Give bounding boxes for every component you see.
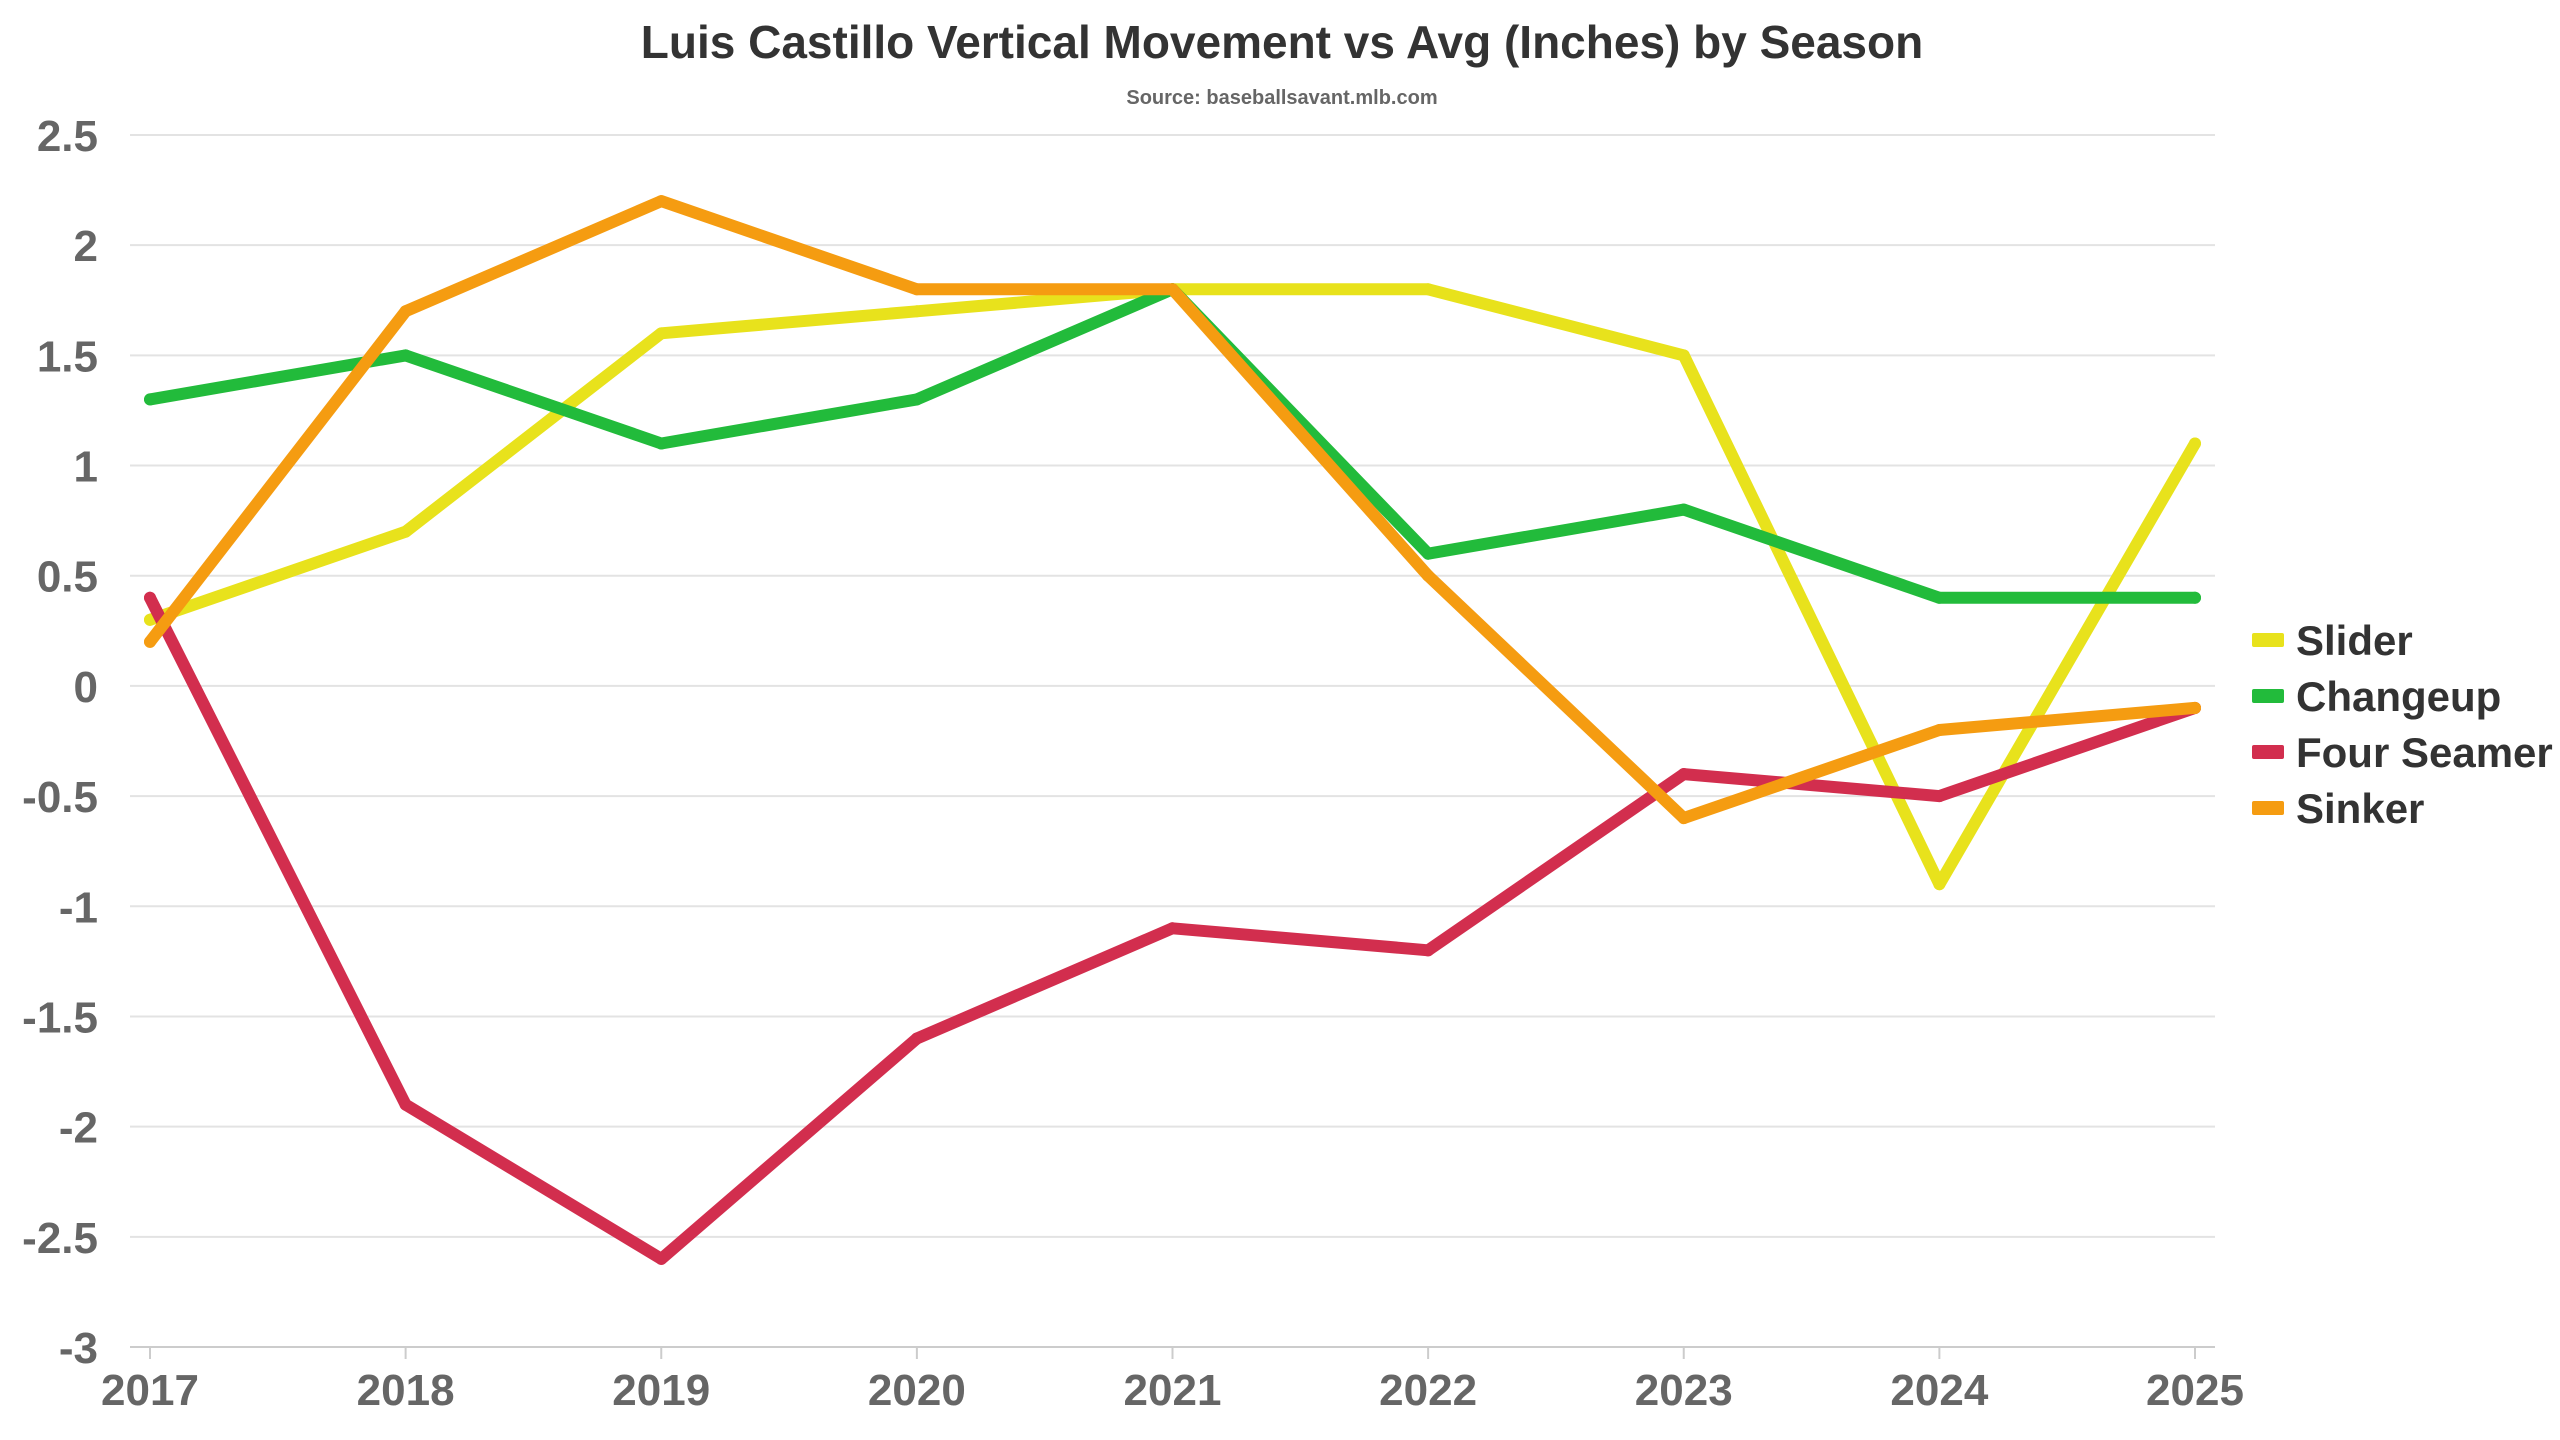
- y-tick-label: 0.5: [37, 553, 98, 602]
- data-point-changeup: [1422, 547, 1435, 560]
- data-point-slider: [1422, 283, 1435, 296]
- legend-label-slider: Slider: [2296, 617, 2413, 664]
- data-point-sinker: [1166, 283, 1179, 296]
- data-point-four-seamer: [1933, 790, 1946, 803]
- data-point-sinker: [1933, 723, 1946, 736]
- data-point-sinker: [910, 283, 923, 296]
- x-tick-label: 2024: [1890, 1366, 1988, 1415]
- data-point-slider: [910, 305, 923, 318]
- data-point-slider: [399, 525, 412, 538]
- data-point-slider: [1677, 349, 1690, 362]
- y-tick-label: -2: [59, 1104, 98, 1153]
- y-tick-label: 2: [74, 222, 98, 271]
- data-point-sinker: [144, 635, 156, 648]
- y-tick-label: -0.5: [22, 773, 98, 822]
- y-axis: 2.5 2 1.5 1 0.5 0 -0.5 -1 -1.5 -2 -2.5 -3: [22, 112, 98, 1373]
- y-tick-label: -2.5: [22, 1214, 98, 1263]
- x-tick-label: 2020: [868, 1366, 966, 1415]
- data-point-changeup: [1933, 591, 1946, 604]
- data-point-four-seamer: [144, 591, 156, 604]
- data-point-four-seamer: [1677, 768, 1690, 781]
- data-point-sinker: [1677, 812, 1690, 825]
- x-tick-label: 2018: [357, 1366, 455, 1415]
- data-point-four-seamer: [1422, 944, 1435, 957]
- y-tick-label: 1.5: [37, 332, 98, 381]
- data-point-four-seamer: [910, 1032, 923, 1045]
- legend-swatch-sinker: [2252, 801, 2284, 815]
- y-tick-label: 2.5: [37, 112, 98, 161]
- data-point-changeup: [910, 393, 923, 406]
- data-point-sinker: [655, 195, 668, 208]
- x-tick-label: 2023: [1635, 1366, 1733, 1415]
- data-point-changeup: [144, 393, 156, 406]
- x-tick-label: 2019: [612, 1366, 710, 1415]
- x-axis: 2017 2018 2019 2020 2021 2022 2023 2024 2025: [101, 1347, 2244, 1415]
- chart-title: Luis Castillo Vertical Movement vs Avg (…: [641, 16, 1923, 68]
- x-tick-label: 2021: [1124, 1366, 1222, 1415]
- data-point-changeup: [1677, 503, 1690, 516]
- legend-swatch-changeup: [2252, 689, 2284, 703]
- legend-label-sinker: Sinker: [2296, 785, 2424, 832]
- data-point-slider: [1933, 878, 1946, 891]
- chart-subtitle: Source: baseballsavant.mlb.com: [1126, 87, 1437, 109]
- legend-label-changeup: Changeup: [2296, 673, 2501, 720]
- y-tick-label: -3: [59, 1324, 98, 1373]
- data-point-four-seamer: [399, 1098, 412, 1111]
- data-point-four-seamer: [1166, 922, 1179, 935]
- data-point-sinker: [1422, 569, 1435, 582]
- y-tick-label: -1.5: [22, 993, 98, 1042]
- x-tick-label: 2022: [1379, 1366, 1477, 1415]
- data-point-changeup: [2189, 591, 2201, 604]
- series-group: [144, 195, 2201, 1265]
- y-tick-label: 1: [74, 443, 98, 492]
- x-tick-label: 2017: [101, 1366, 199, 1415]
- data-point-changeup: [655, 437, 668, 450]
- y-tick-label: 0: [74, 663, 98, 712]
- data-point-four-seamer: [655, 1252, 668, 1265]
- series-line-changeup: [144, 283, 2201, 604]
- data-point-sinker: [2189, 701, 2201, 714]
- data-point-slider: [2189, 437, 2201, 450]
- legend-swatch-four-seamer: [2252, 745, 2284, 759]
- legend: Slider Changeup Four Seamer Sinker: [2252, 617, 2553, 832]
- data-point-sinker: [399, 305, 412, 318]
- data-point-changeup: [399, 349, 412, 362]
- x-tick-label: 2025: [2146, 1366, 2244, 1415]
- y-tick-label: -1: [59, 883, 98, 932]
- legend-swatch-slider: [2252, 633, 2284, 647]
- grid: [130, 134, 2215, 1348]
- legend-label-four-seamer: Four Seamer: [2296, 729, 2553, 776]
- data-point-slider: [655, 327, 668, 340]
